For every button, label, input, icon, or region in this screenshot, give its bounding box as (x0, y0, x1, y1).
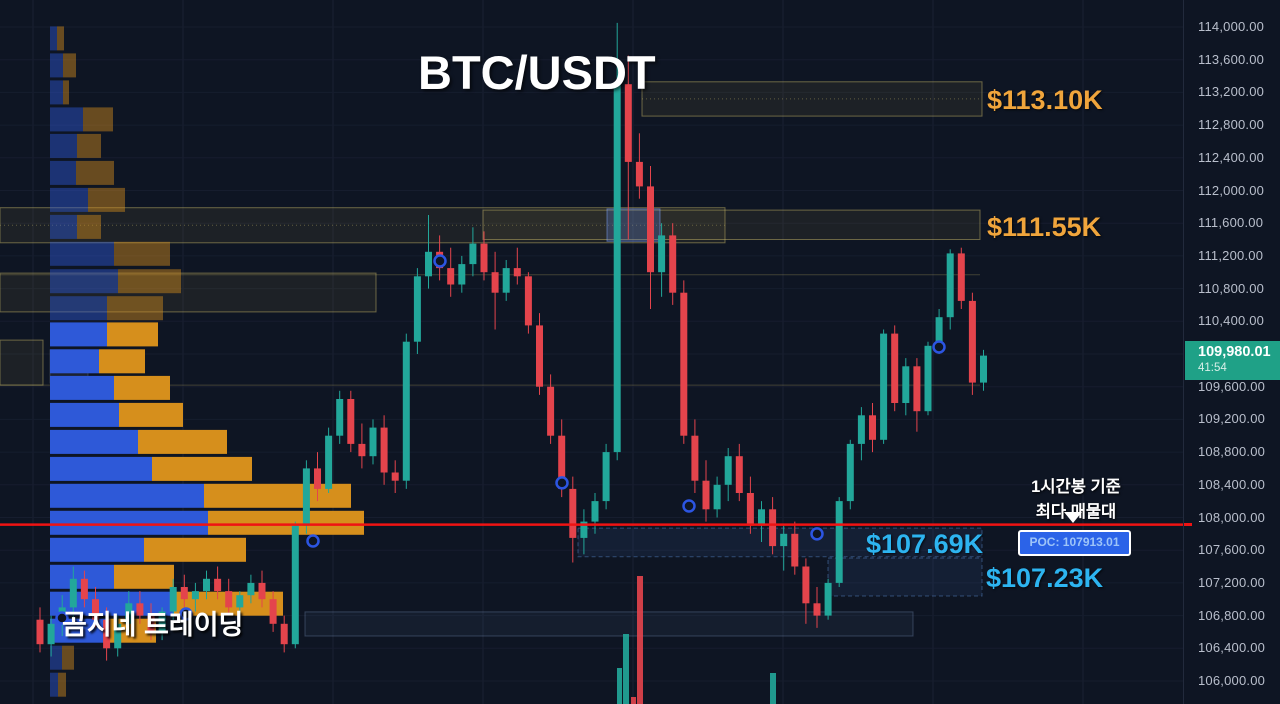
poc-annotation-line1: 1시간봉 기준 (1031, 478, 1121, 496)
axis-tick-label: 112,400.00 (1198, 149, 1265, 165)
circle-marker (810, 527, 824, 541)
candle-countdown: 41:54 (1198, 361, 1227, 374)
axis-tick-label: 108,800.00 (1198, 444, 1266, 460)
axis-tick-label: 108,400.00 (1198, 476, 1266, 492)
axis-tick-label: 111,600.00 (1198, 215, 1264, 231)
axis-tick-label: 108,000.00 (1198, 509, 1266, 525)
price-axis[interactable]: 114,000.00 113,600.00 113,200.00 112,800.00… (1183, 0, 1280, 704)
zone-z4 (0, 339, 44, 386)
axis-tick-label: 106,000.00 (1198, 673, 1266, 688)
zone-price-label-113k[interactable]: $113.10K (987, 85, 1103, 115)
zone-z3 (0, 272, 377, 313)
axis-tick-label: 112,000.00 (1198, 182, 1265, 198)
page-title: BTC/USDT (418, 46, 656, 99)
axis-tick-label: 113,200.00 (1198, 84, 1265, 100)
zone-z2a (0, 207, 726, 244)
channel-watermark: 곰지네 트레이딩 (62, 610, 244, 640)
candles-layer (36, 22, 987, 661)
poc-axis-tick (1184, 523, 1192, 527)
zone-z5 (577, 527, 983, 558)
zone-price-label-107-23k[interactable]: $107.23K (986, 563, 1104, 593)
axis-tick-label: 110,800.00 (1198, 280, 1265, 296)
axis-tick-label: 114,000.00 (1198, 19, 1265, 34)
circle-marker (682, 499, 696, 513)
circle-marker (306, 534, 320, 548)
zone-z7 (304, 611, 914, 637)
signal-markers (55, 254, 946, 625)
zone-z1 (641, 81, 983, 117)
axis-tick-label: 109,600.00 (1198, 378, 1266, 394)
circle-marker (555, 476, 569, 490)
supply-demand-zones[interactable] (0, 81, 983, 637)
axis-tick-label: 106,800.00 (1198, 607, 1266, 623)
axis-tick-label: 113,600.00 (1198, 51, 1265, 67)
axis-tick-label: 107,600.00 (1198, 542, 1266, 558)
grid-layer (0, 0, 1183, 704)
circle-marker (55, 611, 69, 625)
axis-tick-label: 107,200.00 (1198, 574, 1266, 590)
volume-bars (617, 576, 776, 704)
zone-price-label-107-69k[interactable]: $107.69K (866, 529, 984, 559)
current-price-value: 109,980.01 (1198, 343, 1271, 360)
axis-tick-label: 110,400.00 (1198, 313, 1265, 329)
circle-marker (179, 607, 193, 621)
axis-tick-label: 109,200.00 (1198, 411, 1266, 427)
circle-marker (433, 254, 447, 268)
poc-price-tag[interactable]: POC: 107913.01 (1018, 530, 1131, 556)
axis-tick-label: 112,800.00 (1198, 117, 1265, 133)
current-price-badge[interactable]: 109,980.01 41:54 (1185, 340, 1280, 380)
volume-profile (50, 26, 364, 697)
axis-tick-label: 111,200.00 (1198, 247, 1264, 263)
down-arrow-icon (1064, 512, 1082, 523)
zone-z6 (827, 557, 983, 597)
axis-tick-label: 106,400.00 (1198, 640, 1266, 656)
circle-marker (932, 340, 946, 354)
zone-z2b (482, 209, 981, 241)
zone-price-label-111k[interactable]: $111.55K (987, 212, 1102, 242)
chart-canvas[interactable] (0, 0, 1183, 704)
